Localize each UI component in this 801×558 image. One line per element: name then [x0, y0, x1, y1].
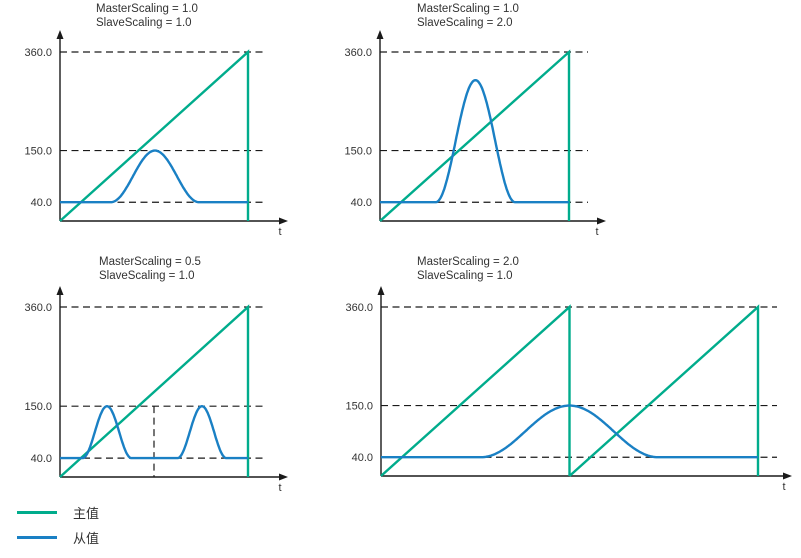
- master-line: [59, 49, 250, 222]
- x-axis-arrow-icon: [597, 217, 606, 225]
- legend-item-master: 主值: [17, 500, 99, 525]
- x-axis-arrow-icon: [279, 217, 288, 225]
- chart3-title-line2: SlaveScaling = 1.0: [99, 270, 195, 282]
- x-axis-label: t: [782, 481, 785, 493]
- chart3-title: MasterScaling = 0.5 SlaveScaling = 1.0: [99, 255, 201, 283]
- slave-line-swatch: [17, 536, 57, 539]
- slave-curve: [379, 79, 570, 204]
- legend-item-slave: 从值: [17, 525, 99, 550]
- x-axis-label: t: [278, 226, 281, 238]
- y-tick-label: 360.0: [345, 302, 373, 314]
- chart2-title-line2: SlaveScaling = 2.0: [417, 17, 513, 29]
- y-tick-label: 150.0: [24, 401, 52, 413]
- slave-curve: [59, 405, 249, 460]
- slave-curve: [59, 149, 249, 204]
- chart-4: 360.0 150.0 40.0 t: [345, 286, 792, 493]
- chart-1: 360.0 150.0 40.0 t: [24, 30, 288, 238]
- y-tick-label: 360.0: [24, 302, 52, 314]
- master-line: [380, 304, 760, 477]
- y-tick-label: 360.0: [24, 47, 52, 59]
- chart4-title: MasterScaling = 2.0 SlaveScaling = 1.0: [417, 255, 519, 283]
- y-tick-label: 150.0: [24, 146, 52, 158]
- x-axis-arrow-icon: [279, 473, 288, 481]
- y-axis-arrow-icon: [377, 286, 385, 295]
- master-line: [379, 49, 571, 222]
- chart1-title-line2: SlaveScaling = 1.0: [96, 17, 192, 29]
- y-tick-label: 360.0: [344, 47, 372, 59]
- chart-3: 360.0 150.0 40.0 t: [24, 286, 288, 494]
- chart3-title-line1: MasterScaling = 0.5: [99, 256, 201, 268]
- y-tick-label: 40.0: [351, 197, 372, 209]
- master-line: [59, 304, 250, 478]
- x-axis-label: t: [595, 226, 598, 238]
- master-line-swatch: [17, 511, 57, 514]
- chart2-title: MasterScaling = 1.0 SlaveScaling = 2.0: [417, 2, 519, 30]
- x-axis-label: t: [278, 482, 281, 494]
- x-axis-arrow-icon: [783, 472, 792, 480]
- y-axis-arrow-icon: [56, 286, 64, 295]
- chart4-title-line1: MasterScaling = 2.0: [417, 256, 519, 268]
- chart1-title: MasterScaling = 1.0 SlaveScaling = 1.0: [96, 2, 198, 30]
- chart1-title-line1: MasterScaling = 1.0: [96, 3, 198, 15]
- y-tick-label: 150.0: [345, 401, 373, 413]
- legend-label-master: 主值: [73, 506, 100, 521]
- y-tick-label: 40.0: [31, 197, 52, 209]
- y-axis-arrow-icon: [56, 30, 64, 39]
- y-tick-label: 40.0: [352, 452, 373, 464]
- y-tick-label: 40.0: [31, 453, 52, 465]
- slave-curve: [380, 404, 759, 459]
- chart2-title-line1: MasterScaling = 1.0: [417, 3, 519, 15]
- legend-label-slave: 从值: [73, 531, 100, 546]
- chart-2: 360.0 150.0 40.0 t: [344, 30, 606, 238]
- legend: 主值 从值: [17, 500, 99, 550]
- chart4-title-line2: SlaveScaling = 1.0: [417, 270, 513, 282]
- y-axis-arrow-icon: [376, 30, 384, 39]
- y-tick-label: 150.0: [344, 146, 372, 158]
